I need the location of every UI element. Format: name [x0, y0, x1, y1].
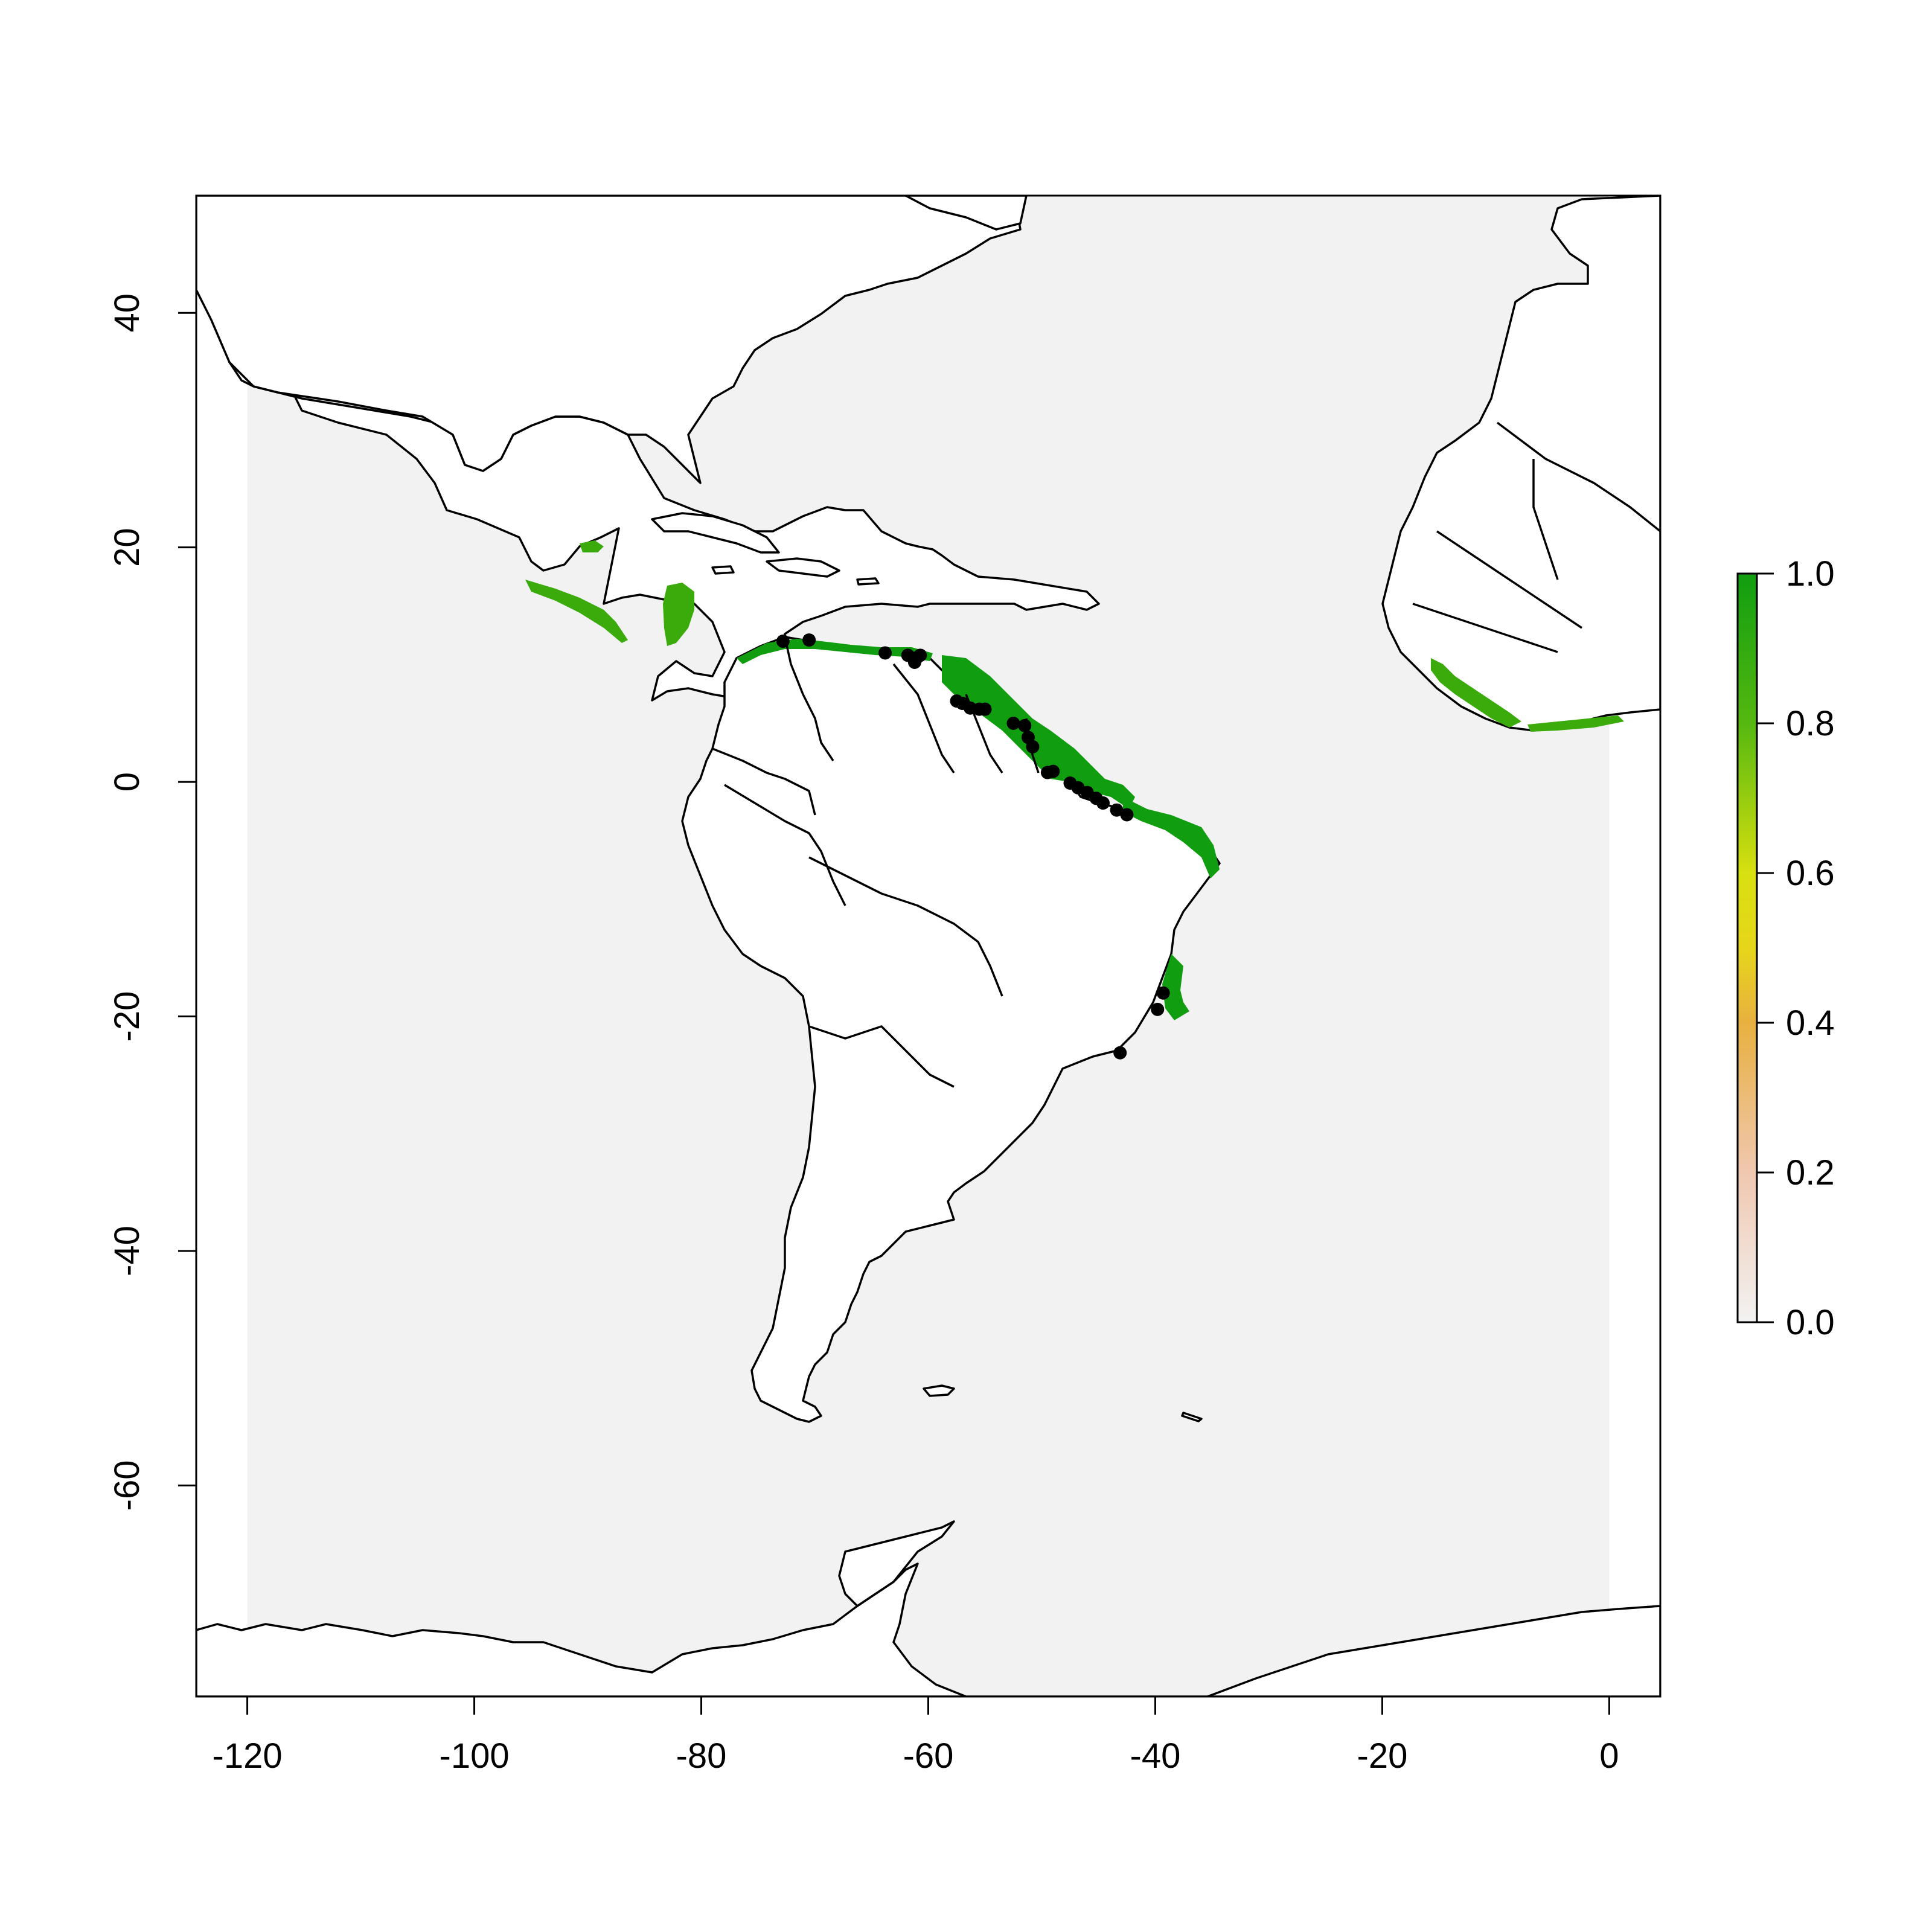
y-tick-label: -60 [107, 1460, 147, 1511]
occurrence-point [1156, 986, 1170, 1000]
x-tick-label: -120 [213, 1736, 283, 1776]
occurrence-point [1151, 1002, 1165, 1016]
suitability-west-africa-coast [1431, 658, 1521, 728]
occurrence-point [1096, 796, 1110, 810]
y-tick-label: 0 [107, 772, 147, 792]
cuba-island [651, 512, 780, 554]
occurrence-point [1018, 718, 1032, 732]
y-tick-label: 20 [107, 528, 147, 567]
x-tick-label: -40 [1130, 1736, 1181, 1776]
legend-colorbar [1736, 572, 1758, 1323]
suitability-nicaragua-shelf [663, 583, 694, 646]
occurrence-point [1006, 716, 1020, 730]
x-axis: -120 -100 -80 -60 -40 -20 0 [213, 1695, 1619, 1776]
legend-label: 0.6 [1786, 854, 1835, 893]
legend-label: 0.0 [1786, 1303, 1835, 1342]
hispaniola-island [766, 557, 840, 578]
occurrence-point [776, 635, 790, 648]
suitability-honduras-coast [580, 540, 604, 552]
south-america-land [681, 636, 1221, 1423]
y-tick-label: -20 [107, 991, 147, 1042]
suitability-gulf-of-guinea [1527, 715, 1624, 732]
y-tick-label: -40 [107, 1226, 147, 1276]
legend-label: 0.2 [1786, 1153, 1835, 1192]
x-tick-label: -100 [440, 1736, 510, 1776]
occurrence-point [1110, 803, 1124, 817]
occurrence-point [978, 702, 992, 716]
antarctic-peninsula [838, 1520, 955, 1607]
y-axis: 40 20 0 -20 -40 -60 [107, 293, 197, 1511]
legend-label: 1.0 [1786, 554, 1835, 593]
jamaica-island [711, 565, 735, 575]
suitability-brazil-east-coast [1162, 954, 1189, 1020]
legend-label: 0.4 [1786, 1003, 1835, 1043]
suitability-patches [525, 540, 1624, 1020]
color-legend: 1.0 0.8 0.6 0.4 0.2 0.0 [1736, 554, 1835, 1342]
north-america-east [196, 196, 1022, 484]
x-tick-label: 0 [1599, 1736, 1619, 1776]
legend-label: 0.8 [1786, 704, 1835, 743]
suitability-central-america-pacific [525, 580, 628, 643]
occurrence-point [907, 655, 921, 669]
occurrence-point [1046, 764, 1060, 778]
occurrence-point [1113, 1046, 1127, 1060]
occurrence-points [776, 633, 1170, 1060]
falkland-islands [923, 1384, 955, 1397]
x-tick-label: -60 [903, 1736, 954, 1776]
x-tick-label: -20 [1357, 1736, 1408, 1776]
y-tick-label: 40 [107, 293, 147, 333]
occurrence-point [1120, 808, 1134, 822]
occurrence-point [1026, 740, 1040, 753]
south-georgia-island [1181, 1412, 1203, 1422]
suitability-guianas-coast [942, 655, 1135, 809]
suitability-brazil-north-coast [1123, 797, 1220, 878]
x-tick-label: -80 [676, 1736, 727, 1776]
occurrence-point [802, 633, 816, 647]
occurrence-point [878, 646, 892, 660]
puerto-rico-island [856, 577, 880, 586]
north-atlantic-islands [904, 196, 1028, 231]
land-masses [196, 196, 1660, 1697]
